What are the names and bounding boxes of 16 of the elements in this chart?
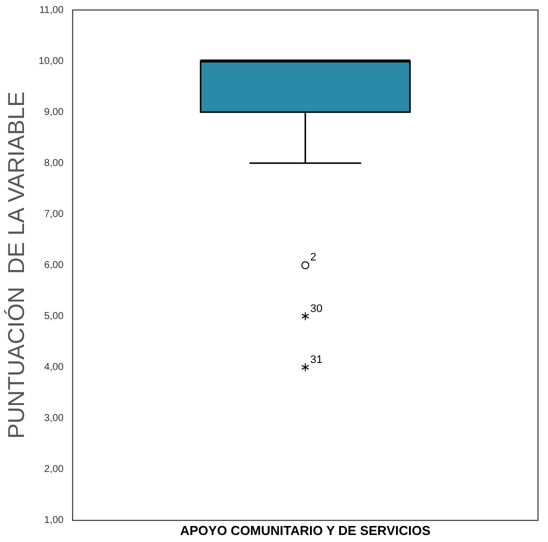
annotation: 30 [310, 302, 323, 315]
y-tick-label: 2,00 [44, 464, 64, 476]
y-axis-title: PUNTUACIÓN DE LA VARIABLE [3, 92, 30, 439]
y-tick-label: 6,00 [44, 260, 64, 271]
y-tick-label: 7,00 [44, 208, 64, 220]
annotation: 2 [310, 252, 316, 264]
y-tick-label: 4,00 [44, 362, 64, 374]
y-tick-label: 5,00 [44, 310, 64, 322]
y-tick-label: 3,00 [44, 413, 64, 424]
x-tick-label: APOYO COMUNITARIO Y DE SERVICIOS [180, 522, 431, 538]
y-tick-label: 8,00 [44, 158, 64, 169]
y-tick-label: 1,00 [44, 515, 64, 526]
annotation: 31 [310, 354, 323, 366]
y-tick-label: 9,00 [44, 106, 64, 118]
y-tick-label: 10,00 [38, 56, 64, 67]
y-tick-label: 11,00 [39, 4, 64, 16]
